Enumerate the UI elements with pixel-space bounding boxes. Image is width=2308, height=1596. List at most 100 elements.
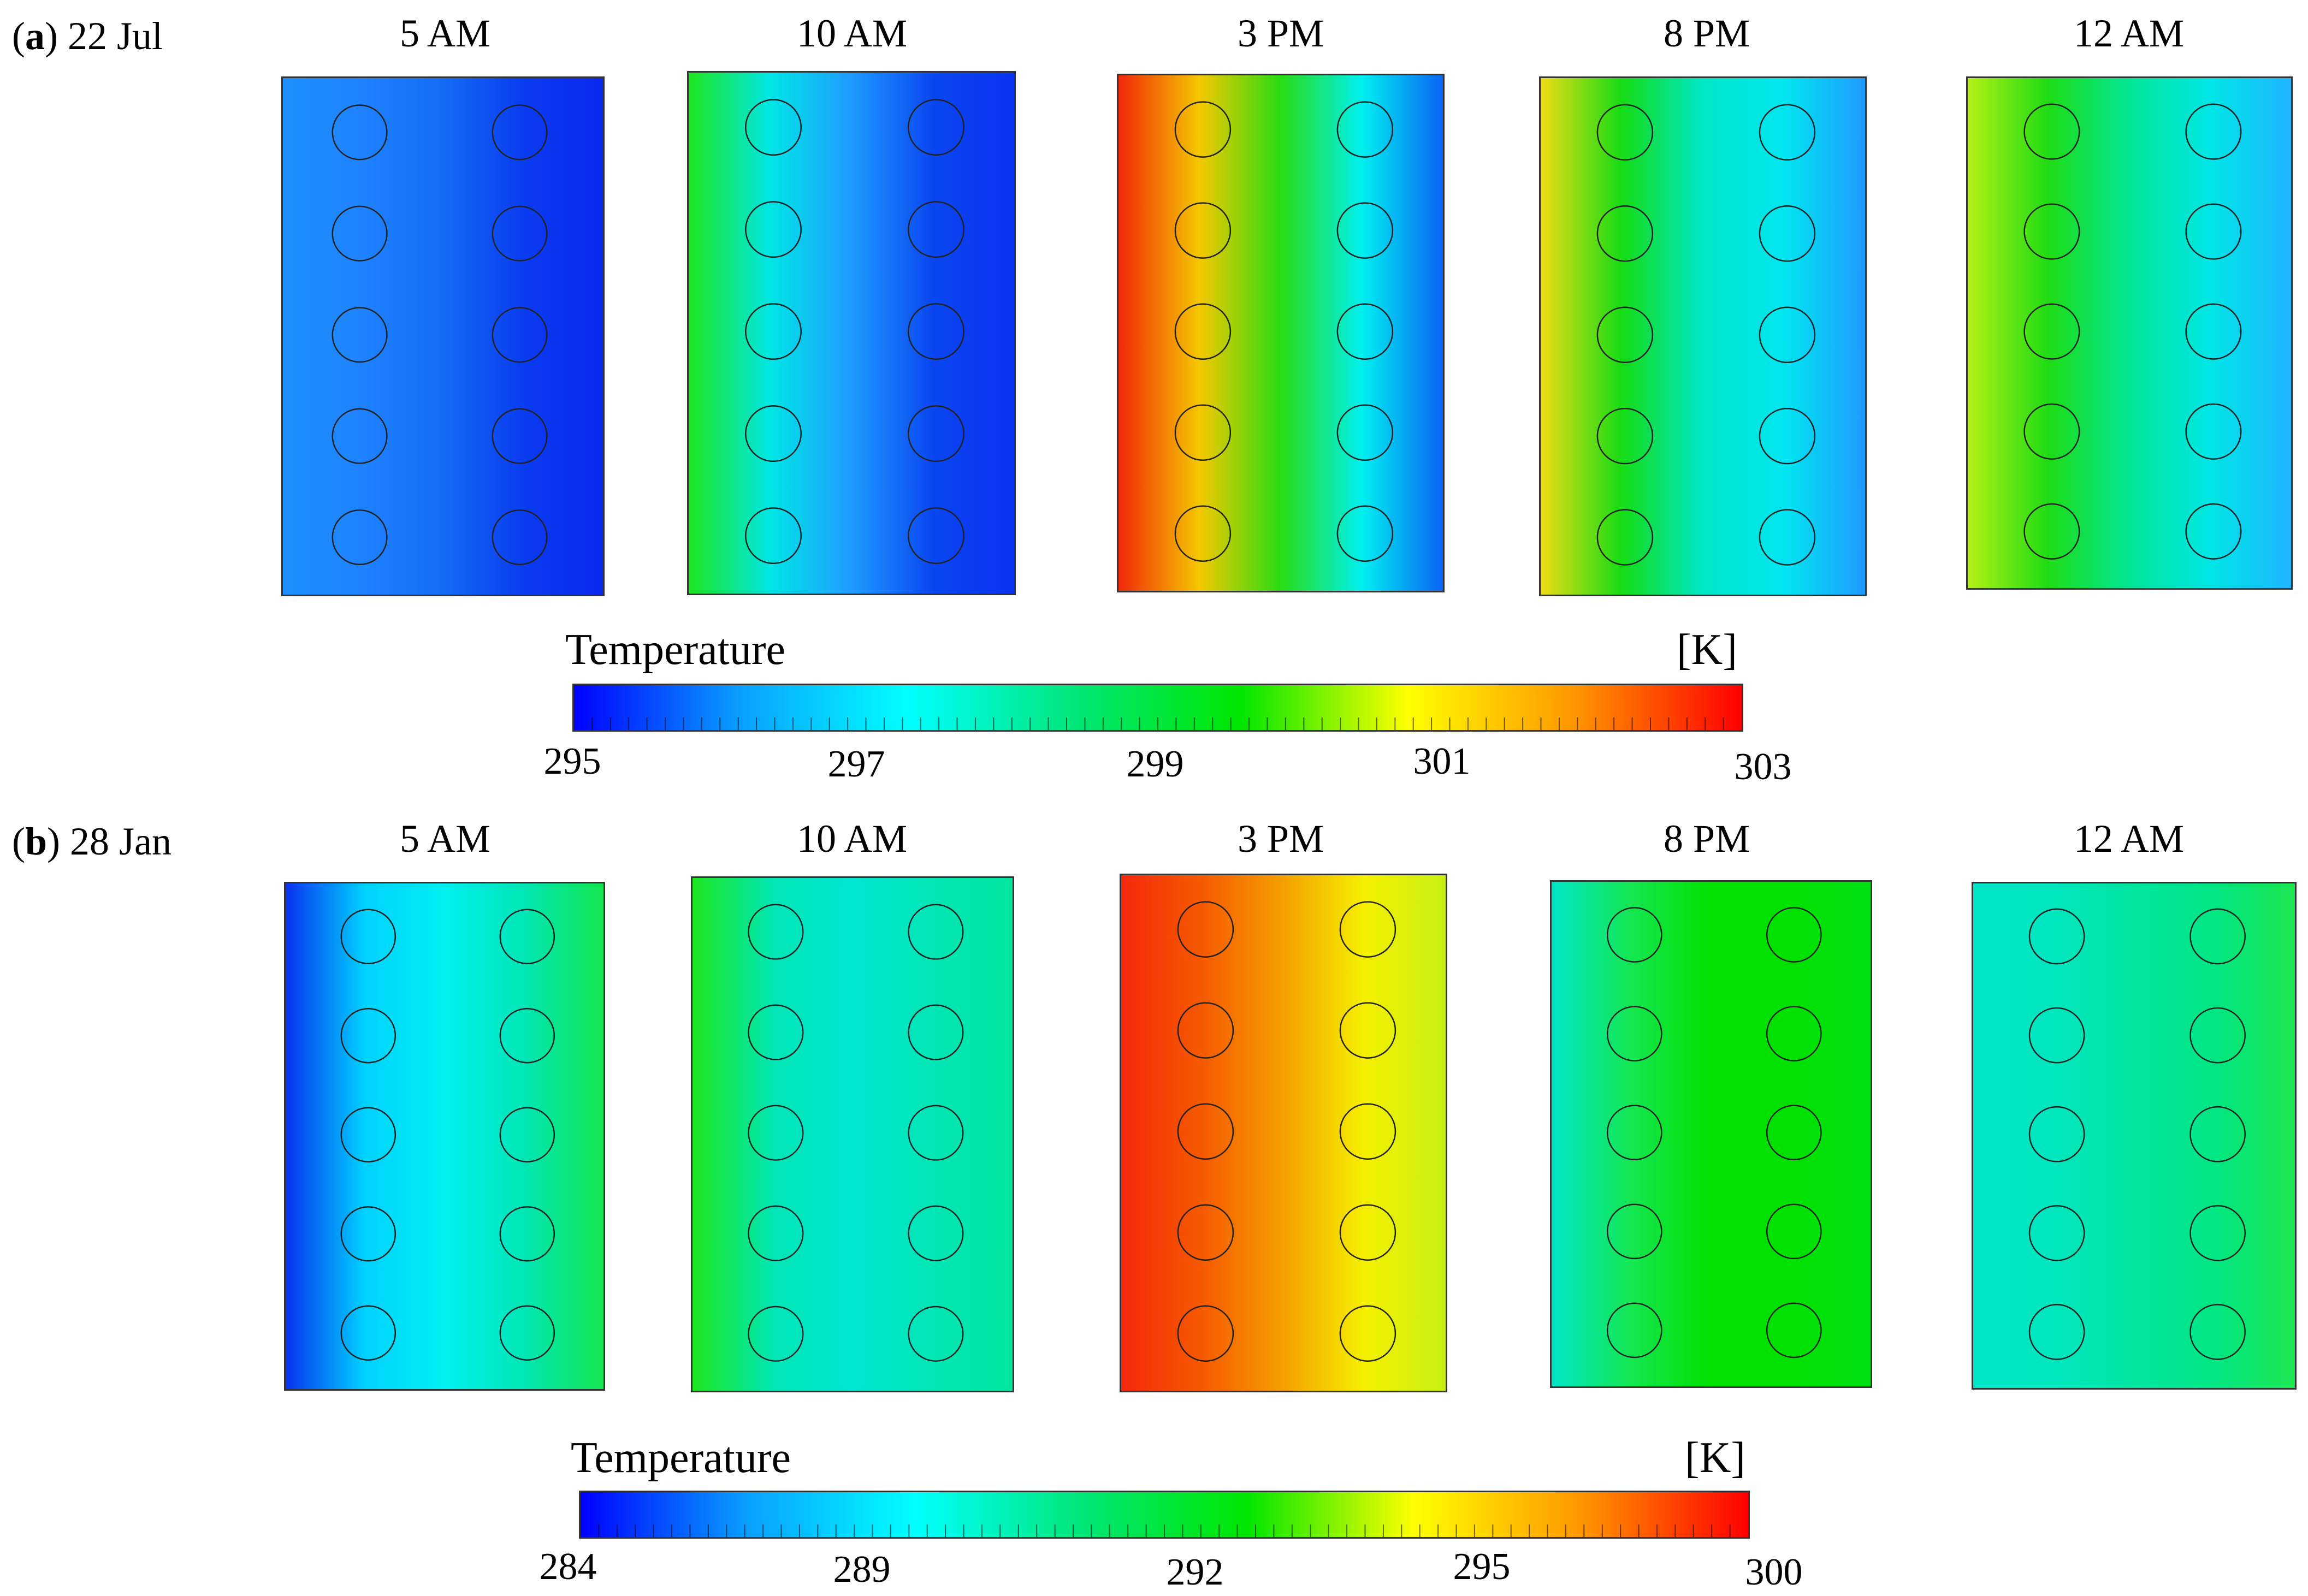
row-a-tick-5: 303 bbox=[1734, 746, 1792, 788]
pipe-2-1 bbox=[1339, 901, 1396, 958]
pipe-2-4 bbox=[1336, 404, 1394, 461]
pipe-2-3 bbox=[499, 1107, 555, 1162]
pipe-1-4 bbox=[1177, 1204, 1234, 1261]
pipe-1-2 bbox=[2028, 1007, 2085, 1064]
temperature-field bbox=[1552, 882, 1871, 1386]
pipe-1-3 bbox=[1177, 1103, 1234, 1160]
pipe-2-5 bbox=[2189, 1304, 2246, 1360]
pipe-2-3 bbox=[1766, 1105, 1822, 1161]
temperature-field bbox=[689, 73, 1014, 594]
pipe-1-3 bbox=[748, 1105, 804, 1161]
pipe-1-1 bbox=[332, 104, 388, 161]
pipe-1-3 bbox=[332, 307, 388, 363]
row-b-time-2: 10 AM bbox=[796, 817, 908, 861]
pipe-1-3 bbox=[1174, 303, 1232, 360]
pipe-1-5 bbox=[1596, 509, 1654, 566]
row-a-label: (a) 22 Jul bbox=[12, 14, 163, 58]
pipe-2-2 bbox=[908, 1004, 964, 1060]
pipe-2-5 bbox=[2185, 503, 2242, 560]
pipe-2-3 bbox=[2189, 1106, 2246, 1162]
row-a-tick-2: 297 bbox=[827, 743, 885, 785]
row-b-time-5: 12 AM bbox=[2073, 817, 2185, 861]
pipe-2-2 bbox=[499, 1007, 555, 1064]
row-b-letter: b bbox=[25, 820, 48, 863]
row-b-colorbar-title: Temperature bbox=[571, 1434, 791, 1482]
pipe-1-1 bbox=[2023, 103, 2080, 160]
pipe-2-4 bbox=[908, 1205, 964, 1261]
pipe-1-4 bbox=[1596, 407, 1654, 465]
pipe-1-4 bbox=[745, 405, 802, 462]
pipe-1-4 bbox=[748, 1205, 804, 1261]
pipe-2-2 bbox=[2185, 203, 2242, 260]
pipe-2-1 bbox=[908, 99, 964, 156]
pipe-2-3 bbox=[908, 1105, 964, 1161]
pipe-1-1 bbox=[2028, 908, 2085, 965]
pipe-2-2 bbox=[1339, 1002, 1396, 1059]
pipe-2-3 bbox=[2185, 303, 2242, 360]
pipe-1-5 bbox=[2028, 1304, 2085, 1360]
pipe-1-3 bbox=[1596, 306, 1654, 363]
row-a-tick-3: 299 bbox=[1126, 743, 1184, 785]
temperature-field bbox=[1541, 78, 1865, 595]
pipe-1-1 bbox=[1596, 104, 1654, 161]
row-a-time-4: 8 PM bbox=[1663, 11, 1750, 55]
pipe-1-5 bbox=[748, 1306, 804, 1362]
pipe-1-3 bbox=[2028, 1106, 2085, 1162]
row-a-date: 22 Jul bbox=[67, 14, 163, 58]
pipe-2-4 bbox=[908, 405, 964, 462]
row-a-panel-2 bbox=[687, 71, 1016, 595]
temperature-field bbox=[286, 883, 603, 1389]
pipe-1-4 bbox=[332, 408, 388, 464]
pipe-1-2 bbox=[340, 1007, 396, 1064]
temperature-field bbox=[1121, 875, 1446, 1391]
pipe-2-3 bbox=[1336, 303, 1394, 360]
temperature-field bbox=[1119, 75, 1443, 591]
row-a-panel-3 bbox=[1117, 74, 1445, 592]
pipe-2-3 bbox=[1759, 306, 1816, 363]
row-b-panel-1 bbox=[284, 882, 605, 1391]
pipe-1-2 bbox=[745, 201, 802, 258]
pipe-2-2 bbox=[492, 205, 548, 262]
pipe-1-5 bbox=[1174, 505, 1232, 562]
pipe-2-4 bbox=[492, 408, 548, 464]
row-a-colorbar bbox=[572, 684, 1743, 732]
pipe-1-4 bbox=[1606, 1203, 1662, 1260]
pipe-2-5 bbox=[1759, 509, 1816, 566]
pipe-1-1 bbox=[745, 99, 802, 156]
pipe-2-5 bbox=[908, 1306, 964, 1362]
pipe-1-4 bbox=[2023, 403, 2080, 460]
pipe-2-5 bbox=[908, 507, 964, 565]
pipe-1-3 bbox=[340, 1107, 396, 1162]
pipe-2-1 bbox=[908, 904, 964, 960]
pipe-2-2 bbox=[908, 201, 964, 258]
pipe-2-2 bbox=[1336, 202, 1394, 259]
pipe-1-5 bbox=[1177, 1305, 1234, 1362]
row-a-colorbar-unit: [K] bbox=[1677, 626, 1738, 674]
row-a-panel-1 bbox=[281, 76, 605, 596]
pipe-1-5 bbox=[332, 509, 388, 566]
pipe-2-2 bbox=[1759, 205, 1816, 262]
pipe-1-3 bbox=[1606, 1105, 1662, 1161]
pipe-2-4 bbox=[2189, 1205, 2246, 1261]
row-b-panel-4 bbox=[1550, 880, 1872, 1388]
pipe-1-5 bbox=[1606, 1302, 1662, 1358]
pipe-2-1 bbox=[1759, 104, 1816, 161]
pipe-2-4 bbox=[499, 1206, 555, 1262]
temperature-field bbox=[1968, 78, 2291, 588]
row-b-colorbar bbox=[579, 1491, 1750, 1539]
row-a-time-2: 10 AM bbox=[796, 11, 908, 55]
row-a-time-5: 12 AM bbox=[2073, 11, 2185, 55]
pipe-2-3 bbox=[1339, 1103, 1396, 1160]
pipe-2-1 bbox=[1336, 101, 1394, 158]
pipe-1-5 bbox=[745, 507, 802, 565]
row-b-tick-2: 289 bbox=[833, 1548, 891, 1591]
row-b-time-3: 3 PM bbox=[1237, 817, 1324, 861]
pipe-1-1 bbox=[1174, 101, 1232, 158]
pipe-2-1 bbox=[492, 104, 548, 161]
temperature-field bbox=[1973, 883, 2295, 1388]
row-b-date: 28 Jan bbox=[70, 820, 171, 863]
pipe-2-4 bbox=[1766, 1203, 1822, 1260]
row-a-tick-1: 295 bbox=[543, 740, 601, 782]
row-a-colorbar-title: Temperature bbox=[565, 626, 786, 674]
pipe-2-3 bbox=[908, 303, 964, 360]
